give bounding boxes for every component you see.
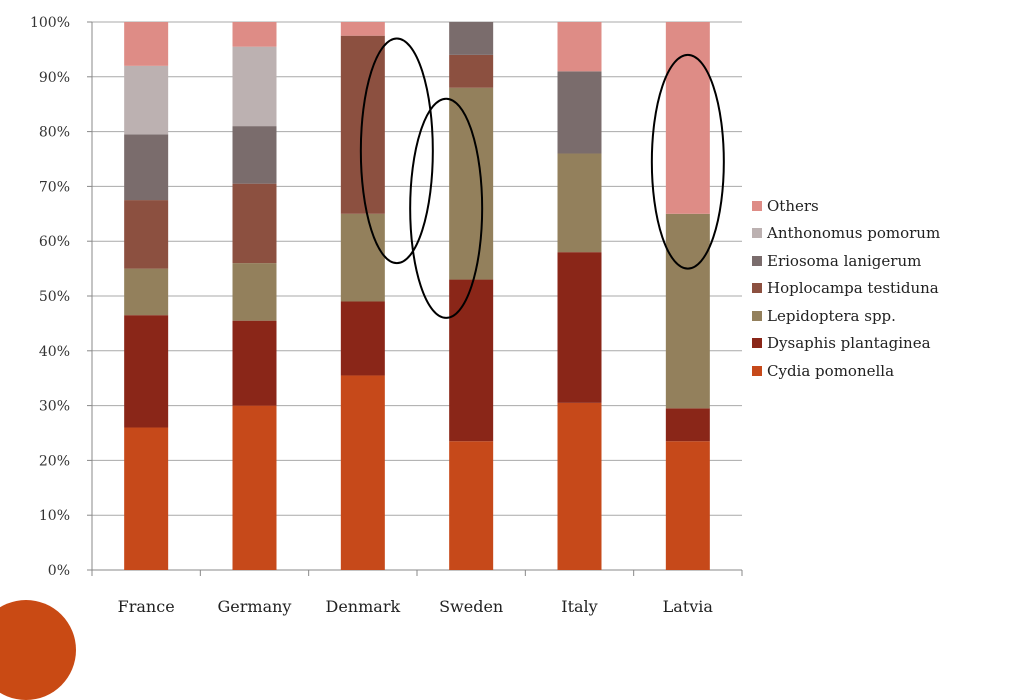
stacked-bar-chart: 0% 10% 20% 30% 40% 50% 60% 70% 80% 90% 100% France G… xyxy=(0,15,940,700)
legend-item: Cydia pomonella xyxy=(752,357,940,385)
bar-segment xyxy=(340,375,385,570)
bar-segment xyxy=(449,87,494,280)
legend-swatch xyxy=(752,283,762,294)
x-tick-label: Sweden xyxy=(439,597,503,616)
x-tick-label: Denmark xyxy=(326,597,401,616)
y-tick-label: 50% xyxy=(39,289,70,305)
y-tick-label: 80% xyxy=(39,125,70,141)
bar-segment xyxy=(665,441,710,570)
bar-segment xyxy=(232,126,277,184)
bar-segment xyxy=(340,213,385,302)
legend-swatch xyxy=(752,310,762,321)
x-tick-label: Italy xyxy=(561,597,597,616)
legend-label: Eriosoma lanigerum xyxy=(767,251,922,270)
bar-segment xyxy=(665,213,710,409)
y-tick-label: 90% xyxy=(39,70,70,86)
bar-segment xyxy=(557,402,602,570)
bar-segment xyxy=(665,22,710,214)
bar-segment xyxy=(232,320,277,406)
legend-swatch xyxy=(752,255,762,266)
y-tick-label: 60% xyxy=(39,234,70,250)
bar-segment xyxy=(232,183,277,264)
legend-item: Hoplocampa testiduna xyxy=(752,275,940,303)
legend-item: Lepidoptera spp. xyxy=(752,302,940,330)
x-tick-label: France xyxy=(118,597,175,616)
bar-segment xyxy=(340,301,385,376)
bar-segment xyxy=(557,22,602,72)
bar-segment xyxy=(124,315,169,428)
y-tick-label: 20% xyxy=(39,453,70,469)
bar-segment xyxy=(124,65,169,135)
x-tick-label: Latvia xyxy=(663,597,714,616)
bar-segment xyxy=(449,279,494,442)
y-tick-label: 10% xyxy=(39,508,70,524)
legend-swatch xyxy=(752,200,762,211)
y-tick-label: 40% xyxy=(39,344,70,360)
bar-segment xyxy=(232,405,277,570)
bar-segment xyxy=(232,22,277,47)
legend-label: Cydia pomonella xyxy=(767,361,895,380)
annotation-ellipse xyxy=(650,53,725,270)
bar-segment xyxy=(449,441,494,570)
bar-segment xyxy=(124,427,169,570)
y-tick-label: 30% xyxy=(39,399,70,415)
chart-legend: Others Anthonomus pomorum Eriosoma laniger… xyxy=(752,192,940,385)
legend-label: Anthonomus pomorum xyxy=(767,224,941,243)
legend-label: Lepidoptera spp. xyxy=(767,306,896,325)
legend-label: Hoplocampa testiduna xyxy=(767,279,939,298)
y-tick-label: 70% xyxy=(39,179,70,195)
annotation-ellipse xyxy=(409,97,484,319)
bar-segment xyxy=(557,153,602,253)
bar-segment xyxy=(124,268,169,316)
legend-label: Others xyxy=(767,196,819,215)
bar-segment xyxy=(124,134,169,201)
legend-label: Dysaphis plantaginea xyxy=(767,334,931,353)
bar-segment xyxy=(124,22,169,66)
legend-item: Others xyxy=(752,192,940,220)
legend-item: Anthonomus pomorum xyxy=(752,220,940,248)
legend-swatch xyxy=(752,338,762,349)
bar-segment xyxy=(449,54,494,88)
bar-segment xyxy=(665,408,710,442)
legend-item: Eriosoma lanigerum xyxy=(752,247,940,275)
legend-item: Dysaphis plantaginea xyxy=(752,330,940,358)
legend-swatch xyxy=(752,365,762,376)
bar-segment xyxy=(124,200,169,269)
annotation-ellipse xyxy=(359,37,434,265)
x-tick-label: Germany xyxy=(218,597,292,616)
chart-canvas: 0% 10% 20% 30% 40% 50% 60% 70% 80% 90% 100% France G… xyxy=(30,15,743,616)
y-tick-label: 100% xyxy=(30,15,70,31)
legend-swatch xyxy=(752,228,762,239)
bar-segment xyxy=(557,71,602,154)
bar-segment xyxy=(449,22,494,55)
bar-segment xyxy=(232,46,277,127)
bar-segment xyxy=(340,22,385,36)
y-tick-label: 0% xyxy=(48,563,70,579)
bar-segment xyxy=(232,263,277,321)
bar-segment xyxy=(557,252,602,403)
